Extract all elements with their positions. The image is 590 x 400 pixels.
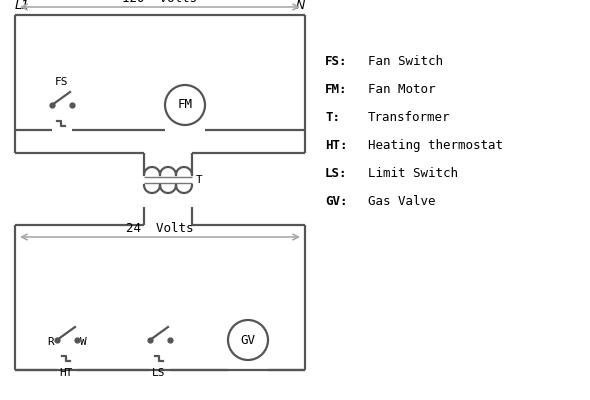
Text: GV:: GV:: [325, 195, 348, 208]
Text: FS:: FS:: [325, 55, 348, 68]
Text: 24  Volts: 24 Volts: [126, 222, 194, 235]
Text: T: T: [196, 175, 203, 185]
Text: 120  Volts: 120 Volts: [123, 0, 198, 5]
Text: R: R: [47, 337, 54, 347]
Text: L1: L1: [15, 0, 30, 12]
Text: Limit Switch: Limit Switch: [368, 167, 458, 180]
Text: Transformer: Transformer: [368, 111, 451, 124]
Text: Gas Valve: Gas Valve: [368, 195, 435, 208]
Text: LS:: LS:: [325, 167, 348, 180]
Text: HT:: HT:: [325, 139, 348, 152]
Text: FM:: FM:: [325, 83, 348, 96]
Text: FS: FS: [55, 77, 69, 87]
Text: T:: T:: [325, 111, 340, 124]
Text: W: W: [80, 337, 87, 347]
Text: Fan Motor: Fan Motor: [368, 83, 435, 96]
Text: GV: GV: [241, 334, 255, 346]
Text: HT: HT: [59, 368, 73, 378]
Text: N: N: [296, 0, 305, 12]
Text: FM: FM: [178, 98, 192, 112]
Text: Fan Switch: Fan Switch: [368, 55, 443, 68]
Text: Heating thermostat: Heating thermostat: [368, 139, 503, 152]
Text: LS: LS: [152, 368, 166, 378]
